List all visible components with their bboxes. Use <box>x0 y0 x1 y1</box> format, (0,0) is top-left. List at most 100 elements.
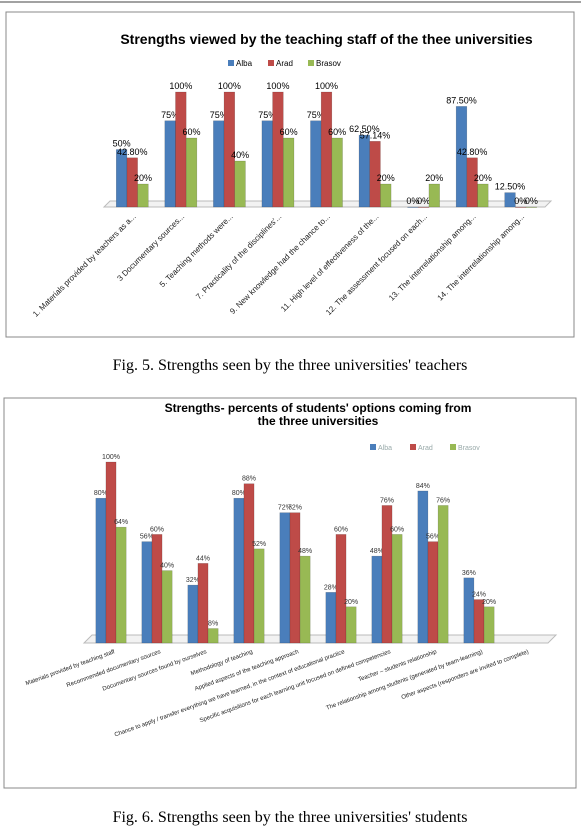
data-label: 20% <box>482 599 496 606</box>
data-label: 75% <box>307 110 325 120</box>
data-label: 72% <box>278 505 292 512</box>
bar <box>95 497 107 644</box>
data-label: 60% <box>328 127 346 137</box>
data-label: 20% <box>474 173 492 183</box>
legend-swatch <box>370 444 376 450</box>
data-label: 80% <box>94 490 108 497</box>
bar <box>427 541 439 644</box>
data-label: 87.50% <box>446 95 477 105</box>
data-label: 75% <box>161 110 179 120</box>
bar <box>463 577 475 644</box>
bar <box>272 91 284 208</box>
bar <box>504 192 516 208</box>
data-label: 60% <box>183 127 201 137</box>
caption: Fig. 6. Strengths seen by the three univ… <box>113 809 468 826</box>
bar <box>283 137 295 208</box>
bar <box>380 183 392 208</box>
bar <box>369 141 381 208</box>
data-label: 48% <box>370 548 384 555</box>
bar <box>345 606 357 644</box>
data-label: 100% <box>102 454 120 461</box>
bar <box>223 91 235 208</box>
bar <box>331 137 343 208</box>
bar <box>473 599 485 644</box>
bar <box>515 206 527 208</box>
bar <box>477 183 489 208</box>
bar <box>161 570 173 644</box>
data-label: 60% <box>150 526 164 533</box>
bar <box>299 555 311 644</box>
legend-swatch <box>410 444 416 450</box>
data-label: 40% <box>160 563 174 570</box>
legend-swatch <box>308 60 314 66</box>
bar <box>126 157 138 208</box>
data-label: 100% <box>315 81 338 91</box>
legend-label: Brasov <box>458 445 480 452</box>
data-label: 76% <box>436 497 450 504</box>
bar <box>325 592 337 644</box>
data-label: 88% <box>242 476 256 483</box>
bar <box>207 628 219 644</box>
data-label: 62.50% <box>349 124 380 134</box>
data-label: 20% <box>425 173 443 183</box>
bar <box>185 137 198 208</box>
data-label: 0% <box>514 196 527 206</box>
caption: Fig. 5. Strengths seen by the three univ… <box>113 357 468 374</box>
bar <box>253 548 265 644</box>
bar <box>428 183 440 208</box>
data-label: 0% <box>406 196 419 206</box>
bar <box>261 120 273 208</box>
data-label: 20% <box>344 599 358 606</box>
bar <box>175 91 187 208</box>
legend-swatch <box>228 60 234 66</box>
data-label: 36% <box>462 570 476 577</box>
data-label: 84% <box>416 483 430 490</box>
data-label: 0% <box>417 196 430 206</box>
data-label: 8% <box>208 621 218 628</box>
data-label: 80% <box>232 490 246 497</box>
bar <box>233 497 245 644</box>
legend-swatch <box>268 60 274 66</box>
legend-label: Arad <box>418 445 433 452</box>
data-label: 100% <box>266 81 289 91</box>
bar <box>437 505 449 644</box>
data-label: 75% <box>210 110 228 120</box>
bar <box>466 157 478 208</box>
bar <box>371 555 383 644</box>
chart-title: Strengths viewed by the teaching staff o… <box>120 31 533 47</box>
data-label: 32% <box>186 577 200 584</box>
bar <box>358 134 370 208</box>
data-label: 20% <box>134 173 152 183</box>
data-label: 50% <box>113 139 131 149</box>
chart-title: Strengths- percents of students' options… <box>165 401 472 428</box>
data-label: 0% <box>525 196 538 206</box>
bar <box>151 534 163 644</box>
data-label: 56% <box>426 534 440 541</box>
bar <box>115 526 127 644</box>
bar <box>320 91 333 208</box>
bar <box>105 461 117 644</box>
bar <box>310 120 322 208</box>
legend-label: Alba <box>236 59 253 68</box>
data-label: 60% <box>334 526 348 533</box>
bar <box>525 206 537 208</box>
bar <box>234 160 246 208</box>
bar <box>116 149 128 208</box>
data-label: 12.50% <box>495 182 526 192</box>
data-label: 57.14% <box>360 130 391 140</box>
bar <box>164 120 176 208</box>
data-label: 40% <box>231 150 249 160</box>
data-label: 42.80% <box>117 147 148 157</box>
data-label: 100% <box>169 81 192 91</box>
data-label: 76% <box>380 497 394 504</box>
title-line: the three universities <box>258 414 379 428</box>
bar <box>289 512 301 644</box>
bar <box>213 120 225 208</box>
data-label: 44% <box>196 555 210 562</box>
bar <box>417 490 429 644</box>
data-label: 60% <box>390 526 404 533</box>
bar <box>243 483 255 644</box>
data-label: 75% <box>258 110 276 120</box>
